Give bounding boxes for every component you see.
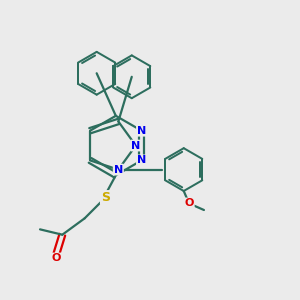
Text: O: O	[184, 199, 194, 208]
Text: N: N	[137, 155, 146, 165]
Text: N: N	[114, 165, 123, 175]
Text: N: N	[131, 140, 140, 151]
Text: S: S	[101, 191, 110, 204]
Text: N: N	[137, 126, 146, 136]
Text: O: O	[52, 254, 61, 263]
